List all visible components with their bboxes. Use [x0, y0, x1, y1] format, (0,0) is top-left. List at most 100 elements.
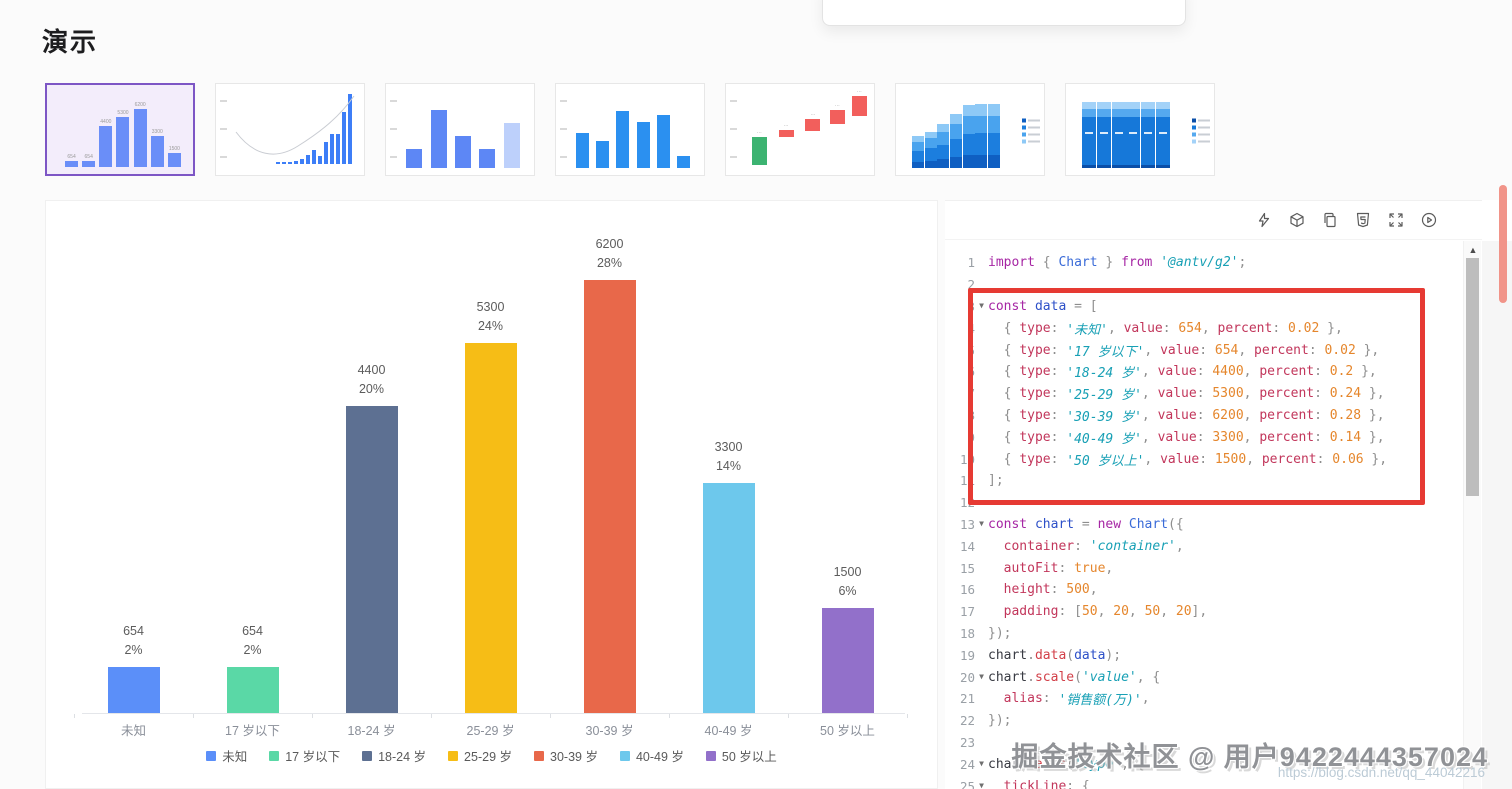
html5-icon: [1356, 212, 1370, 228]
legend-item-40-49 岁[interactable]: 40-49 岁: [619, 746, 684, 765]
code-line-12: 12: [959, 495, 975, 511]
code-editor-panel: 1 import { Chart } from '@antv/g2'; 2 3 ▼ con…: [945, 200, 1512, 789]
x-axis-label: 25-29 岁: [466, 724, 515, 738]
copy-icon: [1324, 212, 1336, 228]
bar-chart-plot: 654 2% 654 2% 4400 20% 5300 24% 6200 28% 3300 14% 15…: [74, 231, 908, 718]
bar-value-label: 1500 6%: [833, 565, 862, 599]
popup-bottom-edge: [822, 0, 1186, 26]
thumbnail-mini-chart: 654 654 4400 5300 6200 3300 1500: [63, 95, 183, 167]
bar-value-label: 654 2%: [123, 624, 144, 658]
legend-swatch: [362, 750, 373, 761]
legend-swatch: [269, 750, 280, 761]
code-line-13: 13 ▼ const chart = new Chart({: [959, 516, 1184, 532]
thumbnail-mini-chart: [390, 94, 524, 168]
code-area[interactable]: 1 import { Chart } from '@antv/g2'; 2 3 ▼ con…: [945, 241, 1463, 789]
fold-arrow-icon[interactable]: ▼: [979, 759, 984, 769]
chart-thumbnail-gallery: 654 654 4400 5300 6200 3300 1500 ··· ··· ··· ··· ··…: [45, 83, 1215, 176]
scrollbar-up-arrow-icon[interactable]: ▲: [1468, 245, 1478, 255]
x-axis-line: [82, 713, 905, 714]
legend-item-25-29 岁[interactable]: 25-29 岁: [448, 746, 512, 765]
page-scrollbar-thumb[interactable]: [1499, 185, 1507, 303]
codesandbox-button[interactable]: [1286, 209, 1308, 231]
fold-arrow-icon[interactable]: ▼: [979, 781, 984, 789]
thumbnail-blue-column-chart[interactable]: [555, 83, 705, 176]
code-line-17: 17 padding: [50, 20, 50, 20],: [959, 604, 1208, 620]
legend-item-30-39 岁[interactable]: 30-39 岁: [534, 746, 598, 765]
code-line-9: 9 { type: '40-49 岁', value: 3300, percen…: [967, 429, 1385, 447]
bar-未知[interactable]: [107, 667, 160, 713]
code-line-4: 4 { type: '未知', value: 654, percent: 0.0…: [967, 320, 1343, 338]
bar-25-29 岁[interactable]: [464, 342, 517, 713]
fold-arrow-icon[interactable]: ▼: [979, 519, 984, 529]
editor-toolbar: [945, 200, 1482, 240]
code-line-19: 19 chart. data(data);: [959, 647, 1122, 663]
bar-17 岁以下[interactable]: [226, 667, 279, 713]
x-axis-label: 50 岁以上: [820, 724, 875, 738]
copy-button[interactable]: [1319, 209, 1341, 231]
code-line-8: 8 { type: '30-39 岁', value: 6200, percen…: [967, 407, 1385, 425]
thumbnail-basic-column-chart[interactable]: [385, 83, 535, 176]
thumbnail-mini-chart: ··· ··· ··· ··· ···: [730, 89, 867, 168]
fullscreen-icon: [1389, 213, 1403, 227]
x-axis-label: 未知: [120, 724, 147, 738]
fold-arrow-icon[interactable]: ▼: [979, 301, 984, 311]
bar-50 岁以上[interactable]: [821, 608, 874, 713]
codesandbox-icon: [1290, 212, 1304, 228]
code-line-5: 5 { type: '17 岁以下', value: 654, percent:…: [967, 342, 1380, 360]
bar-value-label: 4400 20%: [357, 362, 386, 396]
thumbnail-waterfall-chart[interactable]: ··· ··· ··· ··· ···: [725, 83, 875, 176]
legend-swatch: [534, 750, 544, 761]
code-line-6: 6 { type: '18-24 岁', value: 4400, percen…: [967, 364, 1377, 382]
code-line-10: 10 { type: '50 岁以上', value: 1500, percen…: [959, 451, 1388, 469]
legend-item-未知[interactable]: 未知: [206, 746, 247, 765]
thumbnail-mini-chart: [1082, 94, 1210, 168]
legend-item-18-24 岁[interactable]: 18-24 岁: [362, 746, 426, 765]
fold-arrow-icon[interactable]: ▼: [979, 672, 984, 682]
code-line-1: 1 import { Chart } from '@antv/g2';: [967, 255, 1247, 271]
bar-40-49 岁[interactable]: [702, 482, 755, 713]
code-line-18: 18});: [959, 625, 1012, 641]
editor-scrollbar[interactable]: ▲: [1463, 241, 1481, 789]
x-axis-label: 18-24 岁: [347, 724, 396, 738]
code-line-22: 22});: [959, 713, 1012, 729]
thumbnail-mini-chart: [220, 94, 355, 168]
bar-30-39 岁[interactable]: [583, 280, 636, 713]
fullscreen-button[interactable]: [1385, 209, 1407, 231]
play-circle-icon: [1421, 212, 1437, 228]
code-line-23: 23: [959, 734, 975, 750]
code-line-14: 14 container: 'container',: [959, 538, 1184, 554]
bar-value-label: 6200 28%: [595, 237, 624, 270]
legend-swatch: [206, 750, 217, 761]
thunderbolt-button[interactable]: [1253, 209, 1275, 231]
code-line-21: 21 alias: '销售额(万)',: [959, 691, 1150, 709]
code-line-16: 16 height: 500,: [959, 582, 1098, 598]
bar-value-label: 5300 24%: [476, 299, 505, 333]
code-line-20: 20 ▼ chart. scale('value', {: [959, 669, 1161, 685]
legend-swatch: [705, 750, 716, 761]
code-line-11: 11];: [959, 473, 1004, 489]
code-line-15: 15 autoFit: true,: [959, 560, 1114, 576]
thunderbolt-icon: [1258, 212, 1270, 228]
legend-item-50 岁以上[interactable]: 50 岁以上: [705, 746, 777, 765]
thumbnail-stacked-column-full[interactable]: [1065, 83, 1215, 176]
legend-item-17 岁以下[interactable]: 17 岁以下: [269, 746, 340, 765]
legend-swatch: [448, 750, 459, 761]
play-circle-button[interactable]: [1418, 209, 1440, 231]
bar-18-24 岁[interactable]: [345, 405, 398, 713]
code-line-7: 7 { type: '25-29 岁', value: 5300, percen…: [967, 386, 1385, 404]
x-axis-label: 30-39 岁: [585, 724, 634, 738]
x-axis-label: 17 岁以下: [225, 724, 280, 738]
code-line-2: 2: [967, 277, 975, 293]
thumbnail-curve-column-chart[interactable]: [215, 83, 365, 176]
editor-scrollbar-thumb[interactable]: [1466, 258, 1479, 496]
thumbnail-labeled-column-chart[interactable]: 654 654 4400 5300 6200 3300 1500: [45, 83, 195, 176]
code-line-3: 3 ▼ const data = [: [967, 298, 1098, 314]
html5-button[interactable]: [1352, 209, 1374, 231]
thumbnail-stacked-column-ascending[interactable]: [895, 83, 1045, 176]
x-axis-label: 40-49 岁: [704, 724, 753, 738]
editor-right-gutter: [1482, 241, 1512, 789]
code-line-25: 25 ▼ tickLine: {: [945, 775, 1463, 789]
page-title: 演示: [42, 27, 99, 57]
bar-value-label: 654 2%: [242, 624, 263, 658]
legend-swatch: [619, 750, 630, 761]
